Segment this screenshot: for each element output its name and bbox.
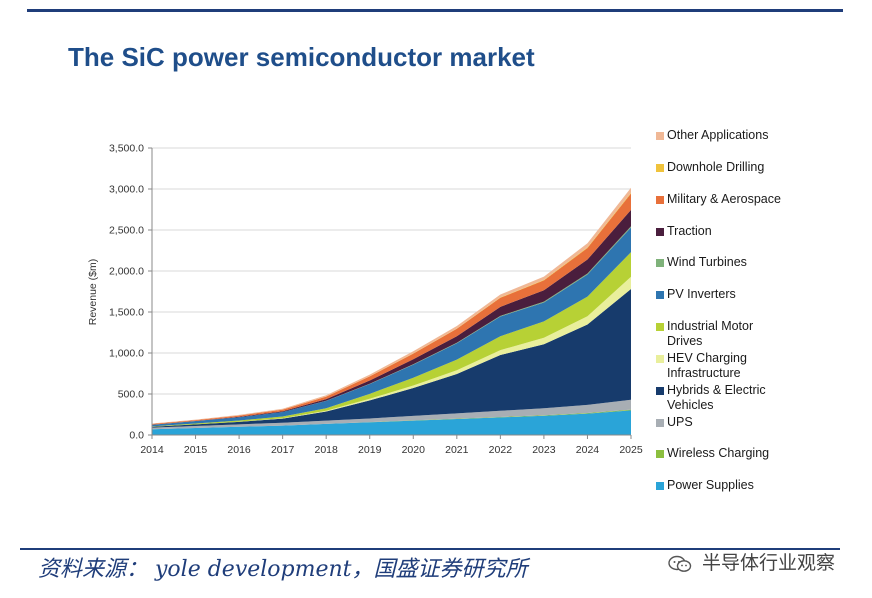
stacked-areas: [152, 187, 631, 435]
y-tick-label: 3,000.0: [109, 184, 144, 196]
legend-swatch: [656, 164, 664, 172]
legend-label: Traction: [667, 224, 712, 238]
legend-swatch: [656, 132, 664, 140]
top-rule: [27, 9, 843, 12]
legend-label: Hybrids & Electric Vehicles: [667, 383, 766, 412]
bottom-rule: [20, 548, 840, 550]
y-tick-label: 2,000.0: [109, 266, 144, 278]
watermark-text: 半导体行业观察: [702, 552, 836, 574]
wechat-icon: [668, 555, 692, 572]
legend-swatch: [656, 228, 664, 236]
y-tick-label: 1,000.0: [109, 348, 144, 360]
x-tick-label: 2021: [445, 444, 469, 456]
legend-swatch: [656, 482, 664, 490]
y-axis-label: Revenue ($m): [87, 259, 99, 326]
area-industrial-motor-drives: [152, 252, 631, 427]
y-tick-label: 3,500.0: [109, 143, 144, 155]
x-tick-label: 2020: [402, 444, 426, 456]
legend-swatch: [656, 419, 664, 427]
axes: 0.0 500.0 1,000.0 1,500.0 2,000.0 2,500.0 3,00…: [109, 143, 643, 457]
legend-label: UPS: [667, 415, 693, 429]
x-tick-label: 2014: [140, 444, 164, 456]
x-tick-label: 2025: [619, 444, 643, 456]
legend-label: Downhole Drilling: [667, 160, 765, 174]
y-tick-label: 1,500.0: [109, 307, 144, 319]
legend-label: Industrial Motor Drives: [667, 319, 754, 348]
x-tick-label: 2022: [489, 444, 513, 456]
legend-swatch: [656, 259, 664, 267]
legend-swatch: [656, 291, 664, 299]
area-power-supplies: [152, 410, 631, 435]
legend-label: PV Inverters: [667, 287, 736, 301]
x-tick-label: 2023: [532, 444, 556, 456]
x-tick-label: 2024: [576, 444, 600, 456]
source-note: 资料来源： yole development，国盛证券研究所: [38, 557, 528, 582]
x-tick-label: 2018: [315, 444, 339, 456]
x-tick-label: 2017: [271, 444, 295, 456]
y-tick-label: 2,500.0: [109, 225, 144, 237]
x-tick-label: 2019: [358, 444, 382, 456]
legend-swatch: [656, 323, 664, 331]
x-tick-label: 2016: [227, 444, 251, 456]
legend-label: Wireless Charging: [667, 446, 770, 460]
page-title: The SiC power semiconductor market: [68, 42, 535, 72]
legend-swatch: [656, 196, 664, 204]
y-tick-label: 0.0: [129, 430, 144, 442]
legend-swatch: [656, 387, 664, 395]
legend-label: HEV Charging Infrastructure: [667, 351, 747, 380]
legend-label: Wind Turbines: [667, 255, 747, 269]
legend-label: Military & Aerospace: [667, 192, 781, 206]
area-ups: [152, 399, 631, 430]
x-tick-label: 2015: [184, 444, 208, 456]
watermark: 半导体行业观察: [668, 548, 835, 575]
area-hybrids-electric-vehicles: [152, 289, 631, 428]
legend-swatch: [656, 355, 664, 363]
legend-label: Other Applications: [667, 128, 769, 142]
legend-swatch: [656, 450, 664, 458]
y-tick-label: 500.0: [118, 389, 144, 401]
legend-label: Power Supplies: [667, 478, 754, 492]
